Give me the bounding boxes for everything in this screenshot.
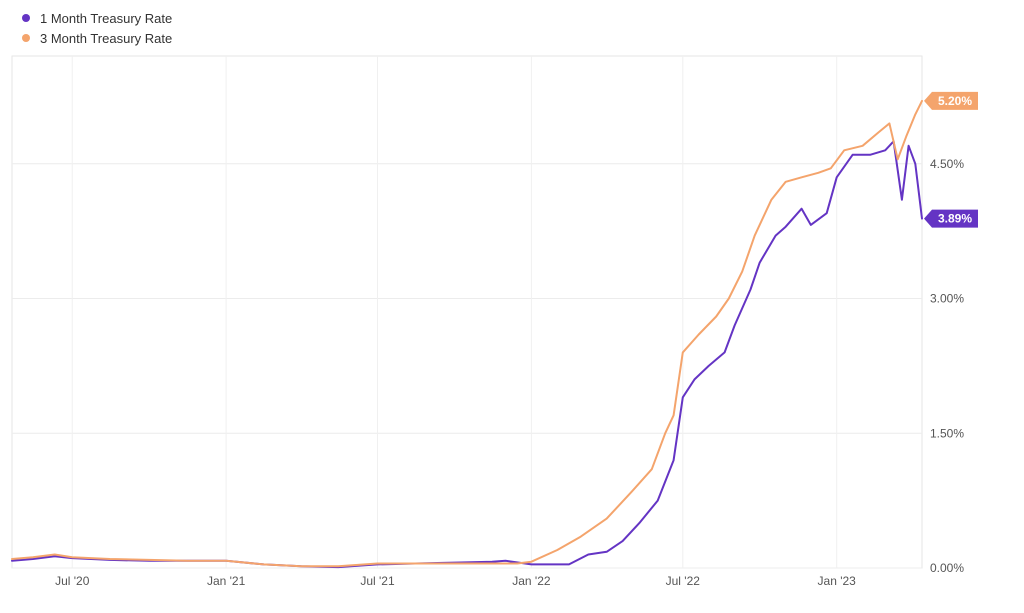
end-label-value: 3.89% xyxy=(938,212,972,226)
legend-dot-3-month xyxy=(22,34,30,42)
plot-area-border xyxy=(11,55,923,569)
legend-item-1-month[interactable]: 1 Month Treasury Rate xyxy=(22,8,172,28)
legend-label-3-month: 3 Month Treasury Rate xyxy=(40,30,173,46)
x-tick-label: Jan '23 xyxy=(818,574,857,588)
end-label-badge xyxy=(924,91,978,110)
y-tick-label: 0.00% xyxy=(930,561,964,575)
axis-layer: 0.00% 1.50% 3.00% 4.50% Jul '20 Jan '21 Jul '2… xyxy=(55,157,964,588)
y-tick-label: 4.50% xyxy=(930,157,964,171)
x-tick-label: Jan '21 xyxy=(207,574,246,588)
legend-dot-1-month xyxy=(22,14,30,22)
chart-legend: 1 Month Treasury Rate 3 Month Treasury R… xyxy=(22,8,172,48)
series-line-1[interactable] xyxy=(11,99,923,568)
end-label-value: 5.20% xyxy=(938,94,972,108)
y-tick-label: 3.00% xyxy=(930,292,964,306)
x-tick-label: Jul '20 xyxy=(55,574,90,588)
grid-layer xyxy=(11,55,923,569)
x-tick-label: Jul '22 xyxy=(666,574,701,588)
x-tick-label: Jul '21 xyxy=(360,574,395,588)
series-line-0[interactable] xyxy=(11,140,923,569)
end-label-0: 3.89% xyxy=(924,209,978,228)
y-tick-label: 1.50% xyxy=(930,426,964,440)
legend-item-3-month[interactable]: 3 Month Treasury Rate xyxy=(22,28,172,48)
end-label-layer: 3.89% 5.20% xyxy=(924,91,978,228)
x-tick-label: Jan '22 xyxy=(512,574,551,588)
end-label-badge xyxy=(924,209,978,228)
legend-label-1-month: 1 Month Treasury Rate xyxy=(40,10,173,26)
series-layer xyxy=(11,99,923,569)
end-label-1: 5.20% xyxy=(924,91,978,110)
